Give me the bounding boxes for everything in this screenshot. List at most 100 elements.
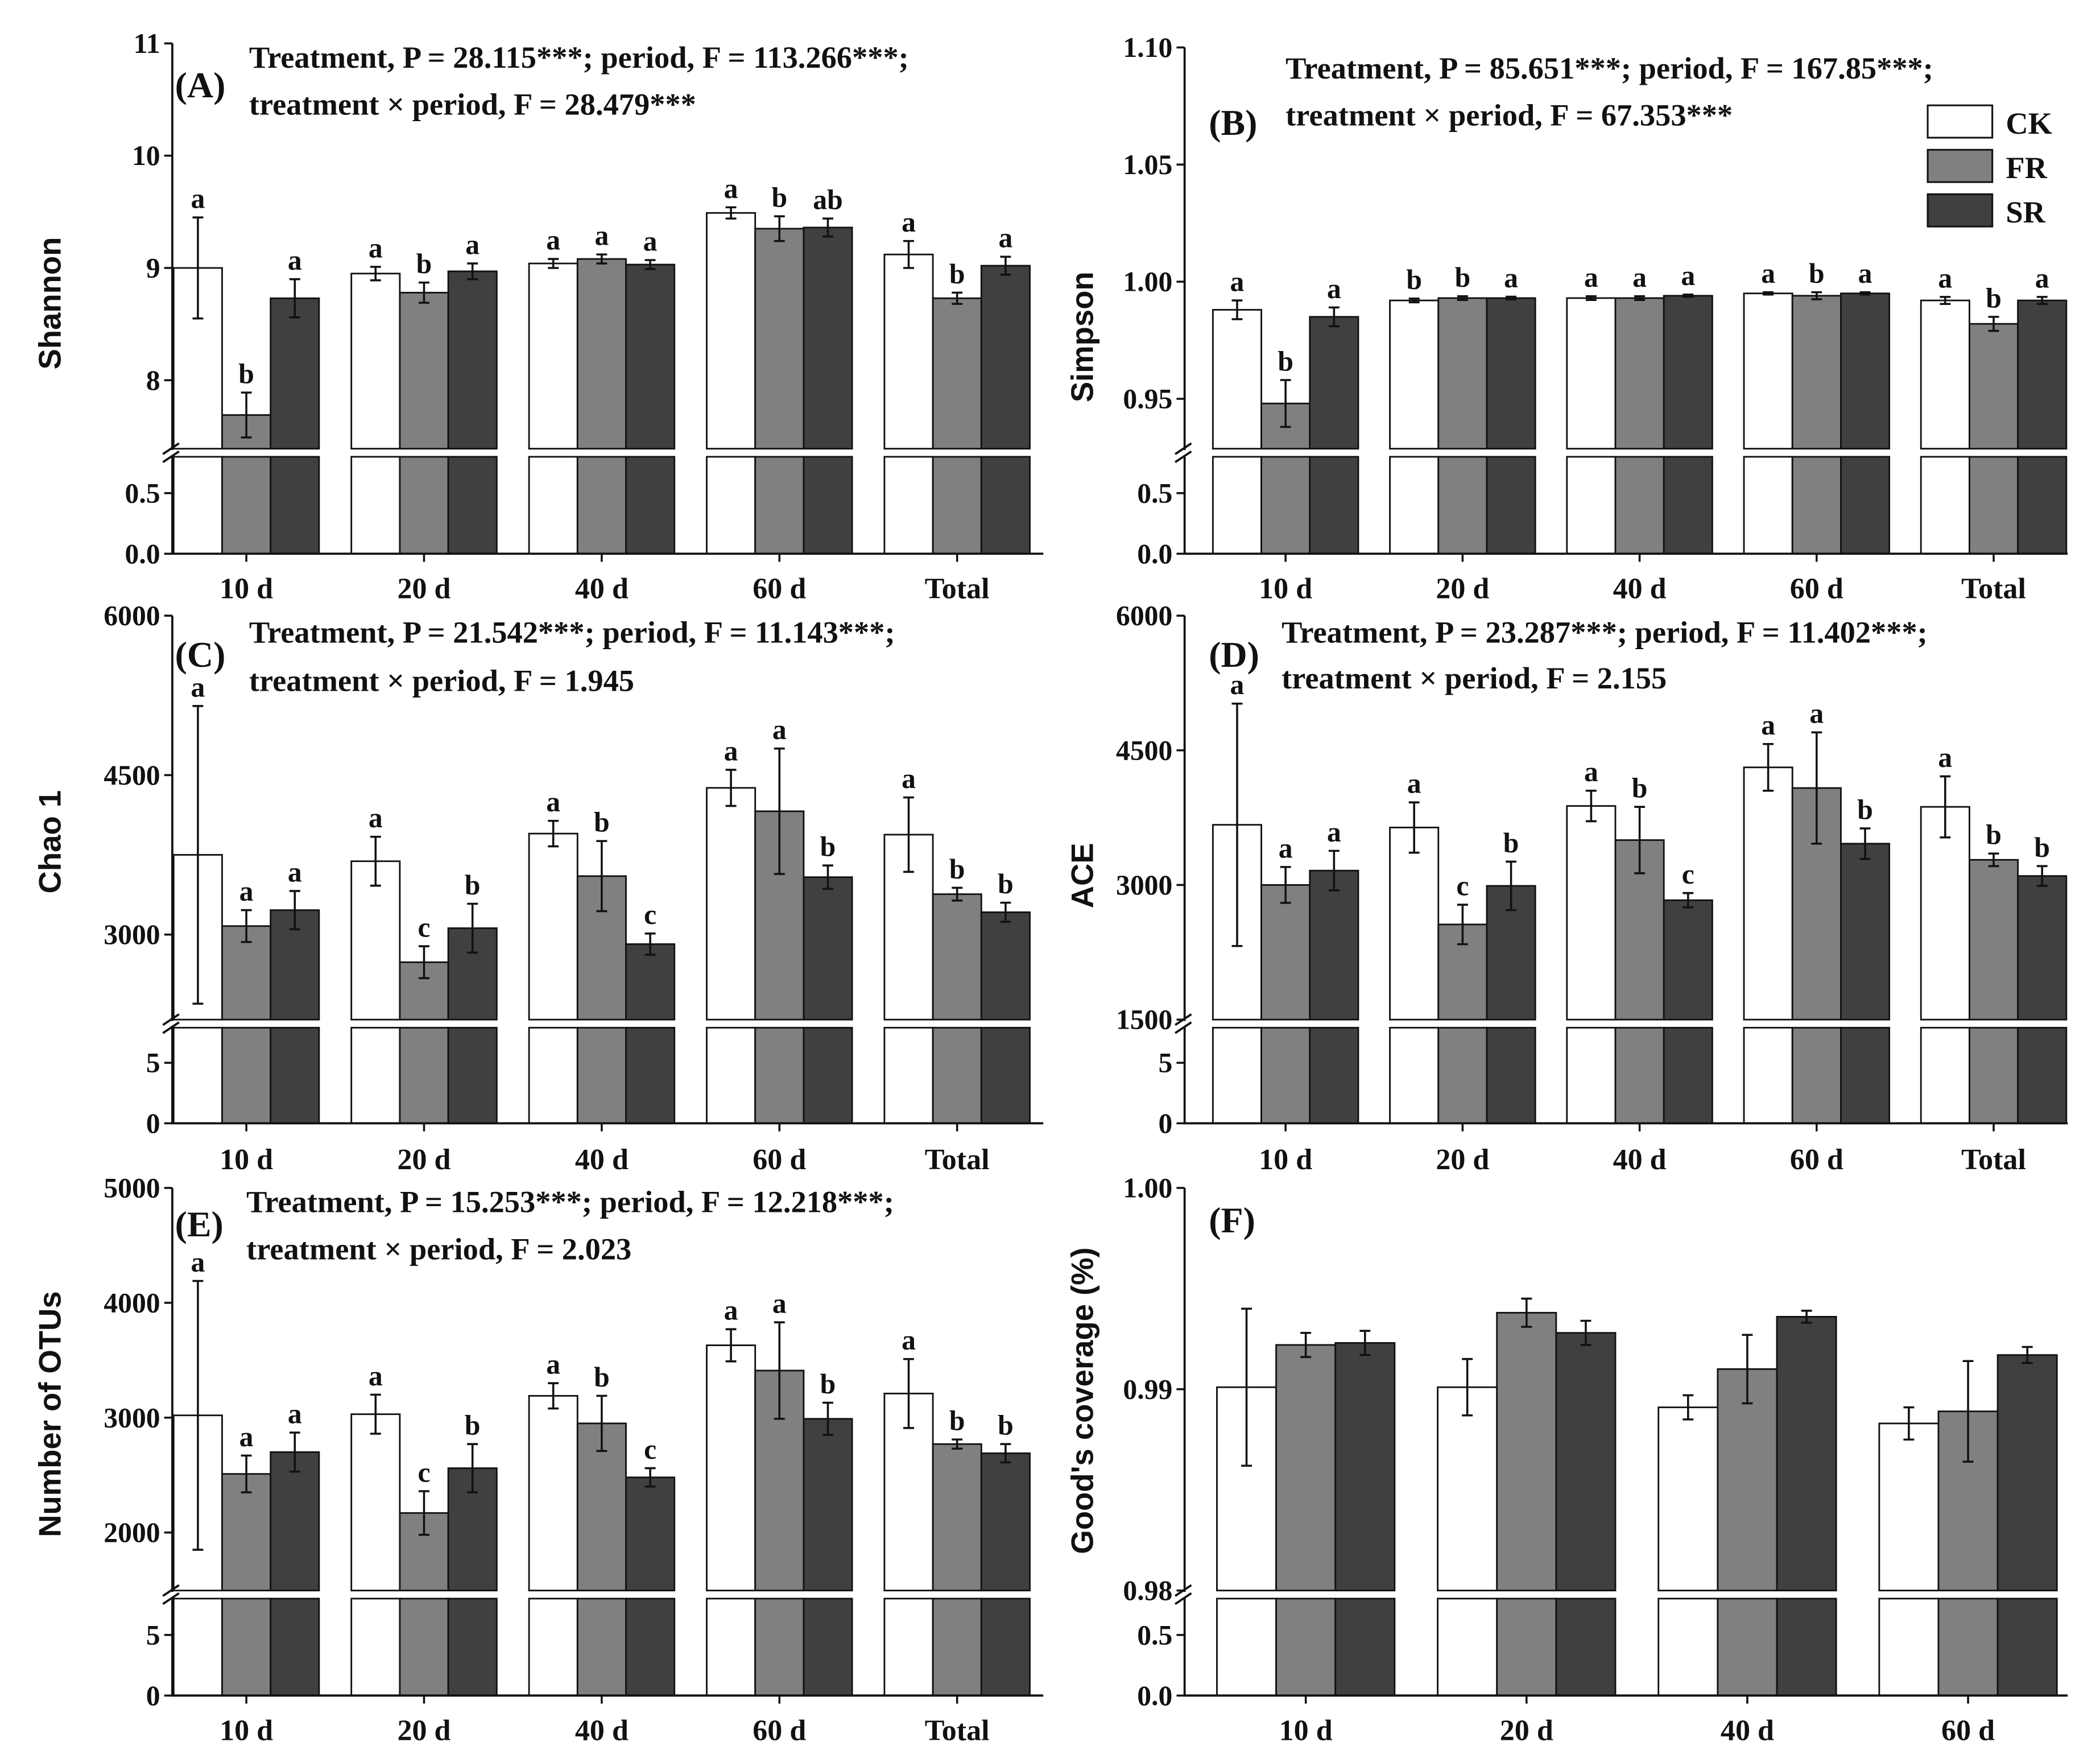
bar-ck-lower [883,456,934,555]
y-tick-label: 4500 [1116,734,1172,766]
significance-letter: a [1681,260,1695,291]
error-bar [289,890,300,931]
error-bar [419,945,429,980]
bar-ck-lower [883,1026,934,1124]
axis-break-mark [1175,1584,1192,1605]
panel-label: (F) [1209,1200,1255,1240]
bar-fr [1969,323,2019,450]
significance-letter: b [998,868,1014,899]
bar-ck-lower [1216,1598,1278,1697]
bar-fr-lower [1717,1598,1778,1697]
y-tick-label: 3000 [104,1402,160,1433]
error-bar [1859,827,1871,860]
bar-sr-lower [1555,1598,1617,1697]
bar-fr-lower [1614,456,1665,555]
bar-fr [932,1443,982,1592]
error-bar [2036,865,2048,887]
bar-sr [1839,292,1891,450]
bar-sr-lower [2017,1026,2068,1124]
bar-ck-lower [1920,456,1970,555]
significance-letter: a [1858,258,1872,289]
x-tick-label: 10 d [220,1144,273,1176]
bar-sr [803,1418,853,1592]
bar-ck [528,832,578,1021]
bar-fr [1791,295,1842,450]
significance-letter: b [416,248,432,279]
legend-label-ck: CK [2006,106,2052,141]
significance-letter: b [771,182,787,213]
x-tick-label: 60 d [1941,1714,1995,1747]
x-tick-label: Total [1961,1144,2026,1176]
bar-ck-lower [1389,1026,1440,1124]
significance-letter: a [1230,266,1245,297]
significance-letter: a [546,225,560,256]
bar-fr-lower [576,1026,627,1124]
bar-sr [270,297,320,450]
axis-break-mark [162,1584,180,1605]
significance-letter: a [191,1247,205,1278]
bar-ck [706,212,757,450]
axes [1183,47,2068,555]
bar-ck-lower [1920,1026,1970,1124]
bar-fr-lower [399,456,449,555]
error-bar [952,886,963,902]
legend-label-sr: SR [2006,195,2045,229]
panel-f: 10 d 20 d 40 d 60 d 0.98 0.99 1.00 0.0 0.5 Good's… [1065,1173,2069,1747]
error-bar [1231,299,1243,320]
stats-annotation: Treatment, P = 15.253***; period, F = 12… [246,1185,894,1219]
x-tick-label: 10 d [220,572,273,605]
error-bar [1634,806,1646,874]
bar-ck-lower [172,456,223,555]
significance-letter: b [1455,262,1471,293]
bar-fr [1969,859,2019,1021]
significance-letter: b [1986,282,2002,313]
x-tick-label: 20 d [1436,1144,1489,1176]
error-bar [1280,379,1291,428]
bar-fr-lower [576,1598,627,1697]
bar-fr [576,258,627,450]
significance-letter: b [465,869,481,901]
y-tick-label: 5 [146,1047,160,1079]
bar-fr-lower [932,1026,982,1124]
error-bar [1328,849,1340,892]
error-bar [1300,1331,1312,1358]
error-bar [1962,1360,1974,1463]
significance-letter: b [465,1410,481,1441]
significance-letter: c [417,912,430,943]
stats-annotation: treatment × period, F = 67.353*** [1285,98,1733,133]
legend-swatch-ck [1927,104,1994,139]
error-bar [192,216,204,320]
error-bar [774,747,785,875]
significance-letter: a [369,802,383,833]
bar-sr-lower [980,1598,1031,1697]
bar-sr [803,226,853,450]
significance-letter: a [772,714,787,745]
y-axis-label: Number of OTUs [32,1291,67,1537]
x-tick-label: 60 d [1790,1144,1843,1176]
y-tick-label: 9 [146,253,160,284]
axis-break-gap [173,1021,1045,1027]
bar-ck [1743,292,1793,450]
error-bar [1742,1334,1753,1405]
bar-ck [1920,806,1970,1021]
bar-sr-lower [447,1026,498,1124]
bar-ck [1878,1422,1940,1592]
error-bar [370,835,381,887]
axis-break-mark [162,1013,180,1034]
significance-letter: b [1406,264,1422,295]
bar-sr [2017,875,2068,1021]
y-tick-label: 5 [146,1619,160,1650]
bar-ck [1389,299,1440,450]
significance-letter: a [998,222,1012,254]
bar-sr [1486,297,1536,450]
error-bar [725,206,737,220]
error-bar [289,1431,300,1473]
error-bar [774,1321,785,1420]
significance-letter: b [1278,345,1293,377]
stats-annotation: Treatment, P = 21.542***; period, F = 11… [249,614,895,649]
bar-sr-lower [625,1598,676,1697]
error-bar [1506,860,1517,911]
error-bar [822,1401,833,1436]
bar-ck-lower [528,456,578,555]
